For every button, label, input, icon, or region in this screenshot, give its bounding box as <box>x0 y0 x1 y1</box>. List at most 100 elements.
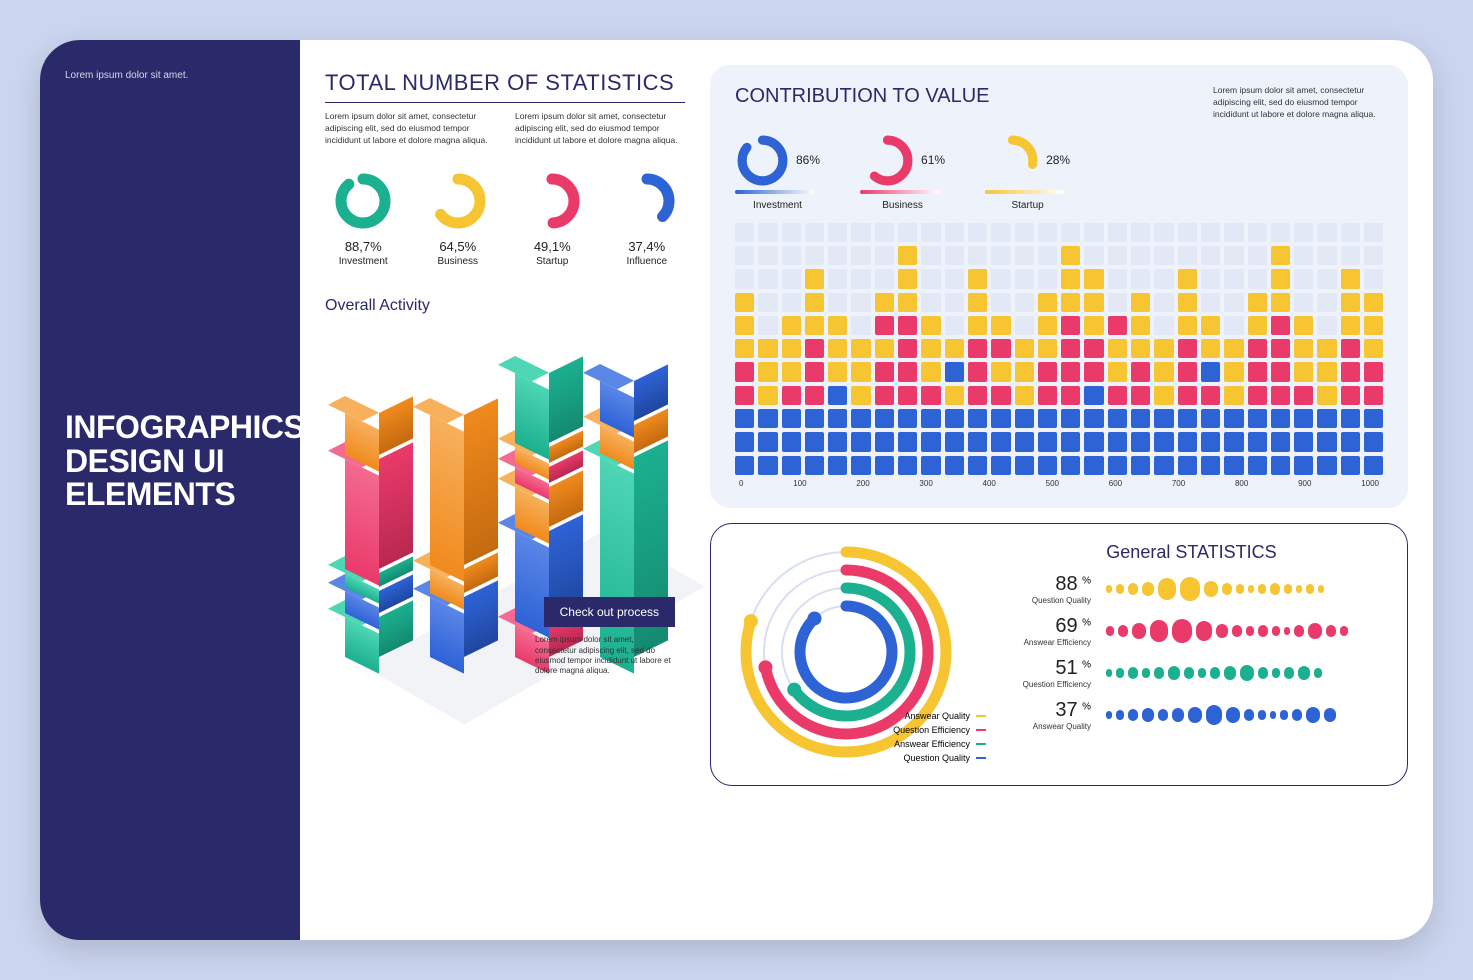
bead <box>1150 620 1168 642</box>
bead <box>1298 666 1310 680</box>
stat-number: 51 <box>1055 657 1077 679</box>
matrix-cell <box>758 269 777 288</box>
matrix-cell <box>1271 362 1290 381</box>
matrix-cell <box>1154 223 1173 242</box>
matrix-cell <box>1271 456 1290 475</box>
matrix-cell <box>875 362 894 381</box>
bead <box>1210 667 1220 679</box>
matrix-cell <box>1084 432 1103 451</box>
bead <box>1240 665 1254 682</box>
matrix-cell <box>735 386 754 405</box>
matrix-cell <box>1341 339 1360 358</box>
matrix-cell <box>875 246 894 265</box>
matrix-cell <box>1084 269 1103 288</box>
matrix-cell <box>828 409 847 428</box>
matrix-cell <box>1224 456 1243 475</box>
matrix-cell <box>945 269 964 288</box>
matrix-cell <box>921 386 940 405</box>
bead <box>1226 707 1240 724</box>
axis-tick: 300 <box>919 479 932 488</box>
bead <box>1142 708 1154 722</box>
matrix-cell <box>1364 432 1383 451</box>
matrix-cell <box>782 223 801 242</box>
matrix-cell <box>828 246 847 265</box>
matrix-cell <box>991 339 1010 358</box>
matrix-cell <box>1201 409 1220 428</box>
sidebar-hero-title: INFOGRAPHICS DESIGN UI ELEMENTS <box>65 411 275 512</box>
matrix-cell <box>1108 362 1127 381</box>
bead <box>1258 667 1268 679</box>
legend-swatch <box>976 757 986 759</box>
matrix-cell <box>735 362 754 381</box>
matrix-cell <box>1154 432 1173 451</box>
iso-block <box>430 415 478 565</box>
gauge-bar <box>735 190 815 194</box>
matrix-cell <box>735 269 754 288</box>
bead <box>1258 625 1268 637</box>
spiral-legend: Answear QualityQuestion EfficiencyAnswea… <box>893 711 986 767</box>
matrix-cell <box>1364 362 1383 381</box>
matrix-cell <box>1317 339 1336 358</box>
matrix-cell <box>1224 316 1243 335</box>
matrix-cell <box>945 246 964 265</box>
matrix-cell <box>828 293 847 312</box>
checkout-button[interactable]: Check out process <box>544 597 675 627</box>
matrix-cell <box>1061 293 1080 312</box>
axis-tick: 500 <box>1046 479 1059 488</box>
bead <box>1232 625 1242 637</box>
matrix-cell <box>1061 386 1080 405</box>
sidebar: Lorem ipsum dolor sit amet. INFOGRAPHICS… <box>40 40 300 940</box>
matrix-cell <box>921 316 940 335</box>
spiral-legend-item: Question Quality <box>893 753 986 763</box>
donut-pct: 37,4% <box>609 239 686 254</box>
bead <box>1116 584 1124 594</box>
checkout-blurb: Lorem ipsum dolor sit amet, consectetur … <box>535 635 675 677</box>
matrix-cell <box>945 339 964 358</box>
matrix-cell <box>1154 246 1173 265</box>
bead-bar <box>1106 665 1382 682</box>
matrix-cell <box>1108 409 1127 428</box>
donut-item: 88,7%Investment <box>325 172 402 267</box>
matrix-cell <box>782 339 801 358</box>
bead <box>1204 581 1218 598</box>
bead <box>1324 708 1336 722</box>
bead <box>1246 626 1254 636</box>
matrix-cell <box>921 223 940 242</box>
bead <box>1158 578 1176 600</box>
stat-number-wrap: 88 % Question Quality <box>1001 573 1091 605</box>
matrix-cell <box>968 223 987 242</box>
matrix-cell <box>1131 269 1150 288</box>
matrix-cell <box>828 339 847 358</box>
matrix-cell <box>1248 293 1267 312</box>
matrix-cell <box>1364 316 1383 335</box>
bead <box>1198 668 1206 678</box>
matrix-cell <box>758 316 777 335</box>
matrix-cell <box>805 339 824 358</box>
matrix-cell <box>735 339 754 358</box>
bead <box>1306 707 1320 724</box>
matrix-cell <box>1108 456 1127 475</box>
dot-matrix-grid <box>735 223 1383 475</box>
bead <box>1294 625 1304 637</box>
matrix-cell <box>805 362 824 381</box>
general-stats-panel: Answear QualityQuestion EfficiencyAnswea… <box>710 523 1408 786</box>
matrix-cell <box>805 456 824 475</box>
matrix-cell <box>1084 316 1103 335</box>
matrix-cell <box>758 246 777 265</box>
matrix-cell <box>1317 293 1336 312</box>
bead <box>1272 626 1280 636</box>
matrix-cell <box>1015 269 1034 288</box>
matrix-cell <box>1061 269 1080 288</box>
matrix-cell <box>1294 293 1313 312</box>
matrix-cell <box>1108 293 1127 312</box>
matrix-cell <box>921 269 940 288</box>
matrix-cell <box>898 362 917 381</box>
contribution-gauge: 61% Business <box>860 133 945 211</box>
gauge-label: Business <box>860 200 945 211</box>
matrix-cell <box>1178 223 1197 242</box>
matrix-cell <box>1038 362 1057 381</box>
matrix-cell <box>1271 386 1290 405</box>
matrix-cell <box>851 269 870 288</box>
matrix-cell <box>782 432 801 451</box>
gauge-bar <box>860 190 940 194</box>
